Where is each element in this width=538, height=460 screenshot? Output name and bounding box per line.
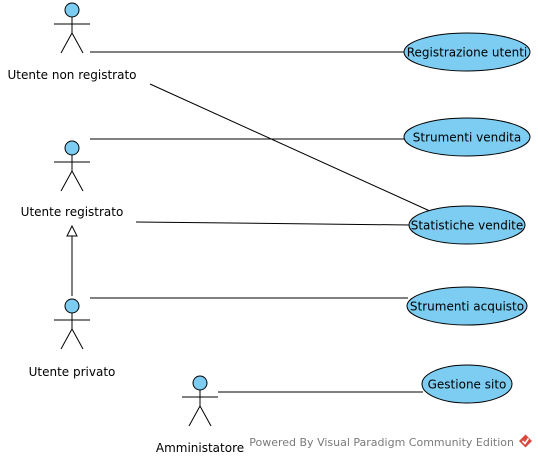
stick-figure-icon bbox=[54, 313, 90, 350]
generalization-arrowhead bbox=[66, 224, 78, 237]
actor-label: Utente registrato bbox=[21, 205, 124, 219]
visual-paradigm-logo-icon bbox=[519, 434, 532, 448]
actor-utente-privato[interactable]: Utente privato bbox=[29, 298, 116, 379]
use-case-label: Strumenti vendita bbox=[413, 131, 522, 145]
actor-head-icon bbox=[64, 140, 80, 156]
use-case-ellipse[interactable] bbox=[408, 205, 526, 245]
connector-layer bbox=[66, 51, 433, 393]
actor-head-icon bbox=[64, 298, 80, 314]
actor-label: Amministatore bbox=[156, 441, 244, 455]
actor-utente-registrato[interactable]: Utente registrato bbox=[21, 140, 124, 219]
use-case-label: Strumenti acquisto bbox=[410, 300, 524, 314]
use-case-label: Registrazione utenti bbox=[407, 46, 528, 60]
actor-label: Utente non registrato bbox=[7, 68, 136, 82]
stick-figure-icon bbox=[54, 155, 90, 192]
actor-label: Utente privato bbox=[29, 365, 116, 379]
use-case-gestione-sito[interactable]: Gestione sito bbox=[421, 364, 513, 404]
footer-powered-by: Powered By Visual Paradigm Community Edi… bbox=[249, 436, 514, 449]
actor-head-icon bbox=[64, 2, 80, 18]
use-case-ellipse[interactable] bbox=[403, 117, 531, 157]
use-case-statistiche-vendite[interactable]: Statistiche vendite bbox=[408, 205, 526, 245]
actor-utente-non-registrato[interactable]: Utente non registrato bbox=[7, 2, 137, 82]
use-case-ellipse[interactable] bbox=[406, 286, 528, 326]
use-case-strumenti-vendita[interactable]: Strumenti vendita bbox=[403, 117, 531, 157]
use-case-ellipse[interactable] bbox=[403, 32, 531, 72]
association-unreg-statistiche[interactable] bbox=[149, 83, 433, 213]
use-case-ellipse[interactable] bbox=[421, 364, 513, 404]
use-case-registrazione-utenti[interactable]: Registrazione utenti bbox=[403, 32, 531, 72]
actor-amministatore[interactable]: Amministatore bbox=[156, 375, 244, 455]
actor-head-icon bbox=[192, 375, 208, 391]
use-case-strumenti-acquisto[interactable]: Strumenti acquisto bbox=[406, 286, 528, 326]
use-case-label: Gestione sito bbox=[428, 378, 507, 392]
stick-figure-icon bbox=[182, 390, 218, 427]
use-case-label: Statistiche vendite bbox=[411, 219, 524, 233]
stick-figure-icon bbox=[54, 17, 90, 54]
association-reg-statistiche[interactable] bbox=[135, 221, 411, 226]
